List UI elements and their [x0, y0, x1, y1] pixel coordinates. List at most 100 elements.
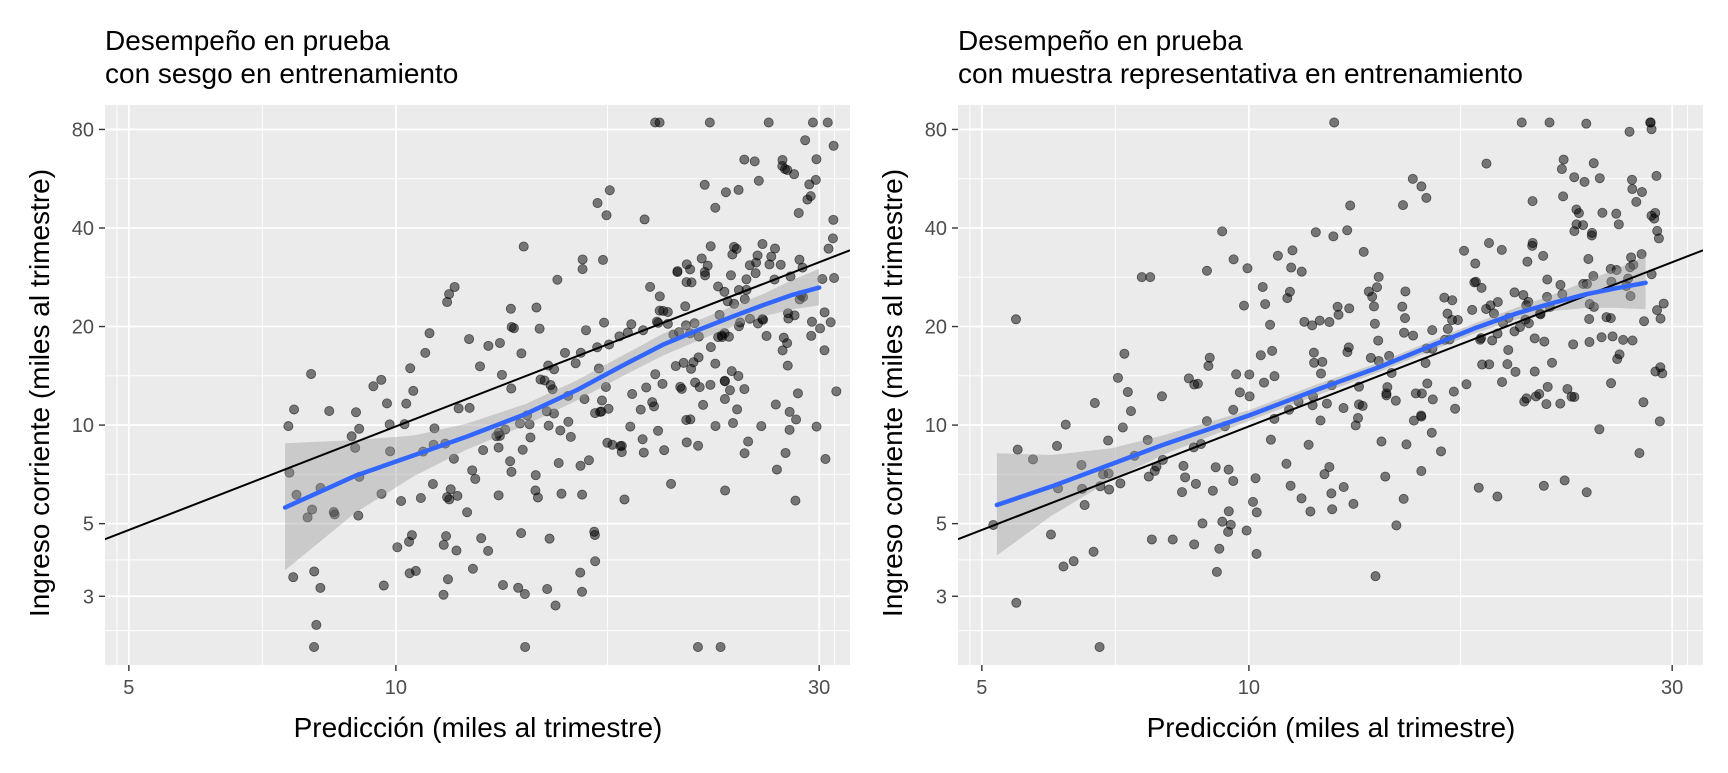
- data-point: [368, 381, 379, 392]
- data-point: [650, 369, 661, 380]
- data-point: [1654, 416, 1665, 427]
- data-point: [789, 169, 800, 180]
- data-point: [1238, 300, 1249, 311]
- data-point: [555, 425, 566, 436]
- data-point: [819, 307, 830, 318]
- data-point: [1607, 331, 1618, 342]
- data-point: [666, 478, 677, 489]
- data-point: [1398, 200, 1409, 211]
- data-point: [464, 334, 475, 345]
- x-axis-title: Predicción (miles al trimestre): [294, 712, 663, 743]
- data-point: [429, 423, 440, 434]
- data-point: [309, 566, 320, 577]
- data-point: [1189, 539, 1200, 550]
- data-point: [513, 582, 524, 593]
- data-point: [732, 404, 743, 415]
- data-point: [1527, 196, 1538, 207]
- data-point: [1398, 493, 1409, 504]
- data-point: [686, 363, 697, 374]
- data-point: [1358, 246, 1369, 257]
- data-point: [1427, 394, 1438, 405]
- data-point: [693, 440, 704, 451]
- data-point: [1315, 368, 1326, 379]
- data-point: [739, 294, 750, 305]
- data-point: [777, 345, 788, 356]
- data-point: [307, 504, 318, 515]
- data-point: [1250, 473, 1261, 484]
- data-point: [1167, 534, 1178, 545]
- data-point: [1597, 207, 1608, 218]
- data-point: [823, 243, 834, 254]
- data-point: [1156, 391, 1167, 402]
- data-point: [1317, 356, 1328, 367]
- data-point: [603, 403, 614, 414]
- data-point: [1426, 427, 1437, 438]
- data-point: [1146, 534, 1157, 545]
- data-point: [1201, 416, 1212, 427]
- data-point: [819, 345, 830, 356]
- data-point: [1228, 404, 1239, 415]
- data-point: [392, 542, 403, 553]
- data-point: [1391, 520, 1402, 531]
- data-point: [475, 361, 486, 372]
- data-point: [556, 488, 567, 499]
- data-point: [493, 490, 504, 501]
- data-point: [408, 385, 419, 396]
- data-point: [1088, 546, 1099, 557]
- data-point: [757, 239, 768, 250]
- data-point: [575, 567, 586, 578]
- data-point: [1470, 258, 1481, 269]
- data-point: [1390, 395, 1401, 406]
- data-point: [441, 531, 452, 542]
- data-point: [1612, 354, 1623, 365]
- data-point: [1342, 225, 1353, 236]
- data-point: [1217, 226, 1228, 237]
- data-point: [1367, 291, 1378, 302]
- data-point: [702, 260, 713, 271]
- data-point: [779, 164, 790, 175]
- data-point: [1584, 313, 1595, 324]
- data-point: [1421, 192, 1432, 203]
- data-point: [1408, 330, 1419, 341]
- data-point: [1122, 386, 1133, 397]
- data-point: [1399, 327, 1410, 338]
- data-point: [1309, 357, 1320, 368]
- data-point: [524, 419, 535, 430]
- data-point: [353, 510, 364, 521]
- panel-title-line2: con sesgo en entrenamiento: [105, 58, 458, 89]
- data-point: [1328, 231, 1339, 242]
- data-point: [1534, 389, 1545, 400]
- data-point: [1651, 170, 1662, 181]
- data-point: [1244, 391, 1255, 402]
- data-point: [1125, 406, 1136, 417]
- x-tick-label: 30: [808, 677, 830, 699]
- data-point: [604, 185, 615, 196]
- data-point: [291, 489, 302, 500]
- data-point: [1203, 360, 1214, 371]
- data-point: [807, 117, 818, 128]
- data-point: [451, 545, 462, 556]
- data-point: [401, 398, 412, 409]
- data-point: [515, 418, 526, 429]
- data-point: [1201, 265, 1212, 276]
- data-point: [1104, 484, 1115, 495]
- data-point: [1578, 220, 1589, 231]
- data-point: [653, 425, 664, 436]
- data-point: [1555, 398, 1566, 409]
- data-point: [1011, 597, 1022, 608]
- data-point: [1519, 396, 1530, 407]
- data-point: [1655, 313, 1666, 324]
- data-point: [705, 342, 716, 353]
- data-point: [791, 414, 802, 425]
- y-tick-label: 20: [72, 317, 94, 339]
- data-point: [650, 117, 661, 128]
- data-point: [520, 641, 531, 652]
- data-point: [1267, 345, 1278, 356]
- data-point: [1079, 500, 1090, 511]
- data-point: [1353, 399, 1364, 410]
- x-tick-label: 30: [1661, 677, 1683, 699]
- data-point: [1652, 305, 1663, 316]
- data-point: [1442, 308, 1453, 319]
- data-point: [577, 264, 588, 275]
- data-point: [1207, 485, 1218, 496]
